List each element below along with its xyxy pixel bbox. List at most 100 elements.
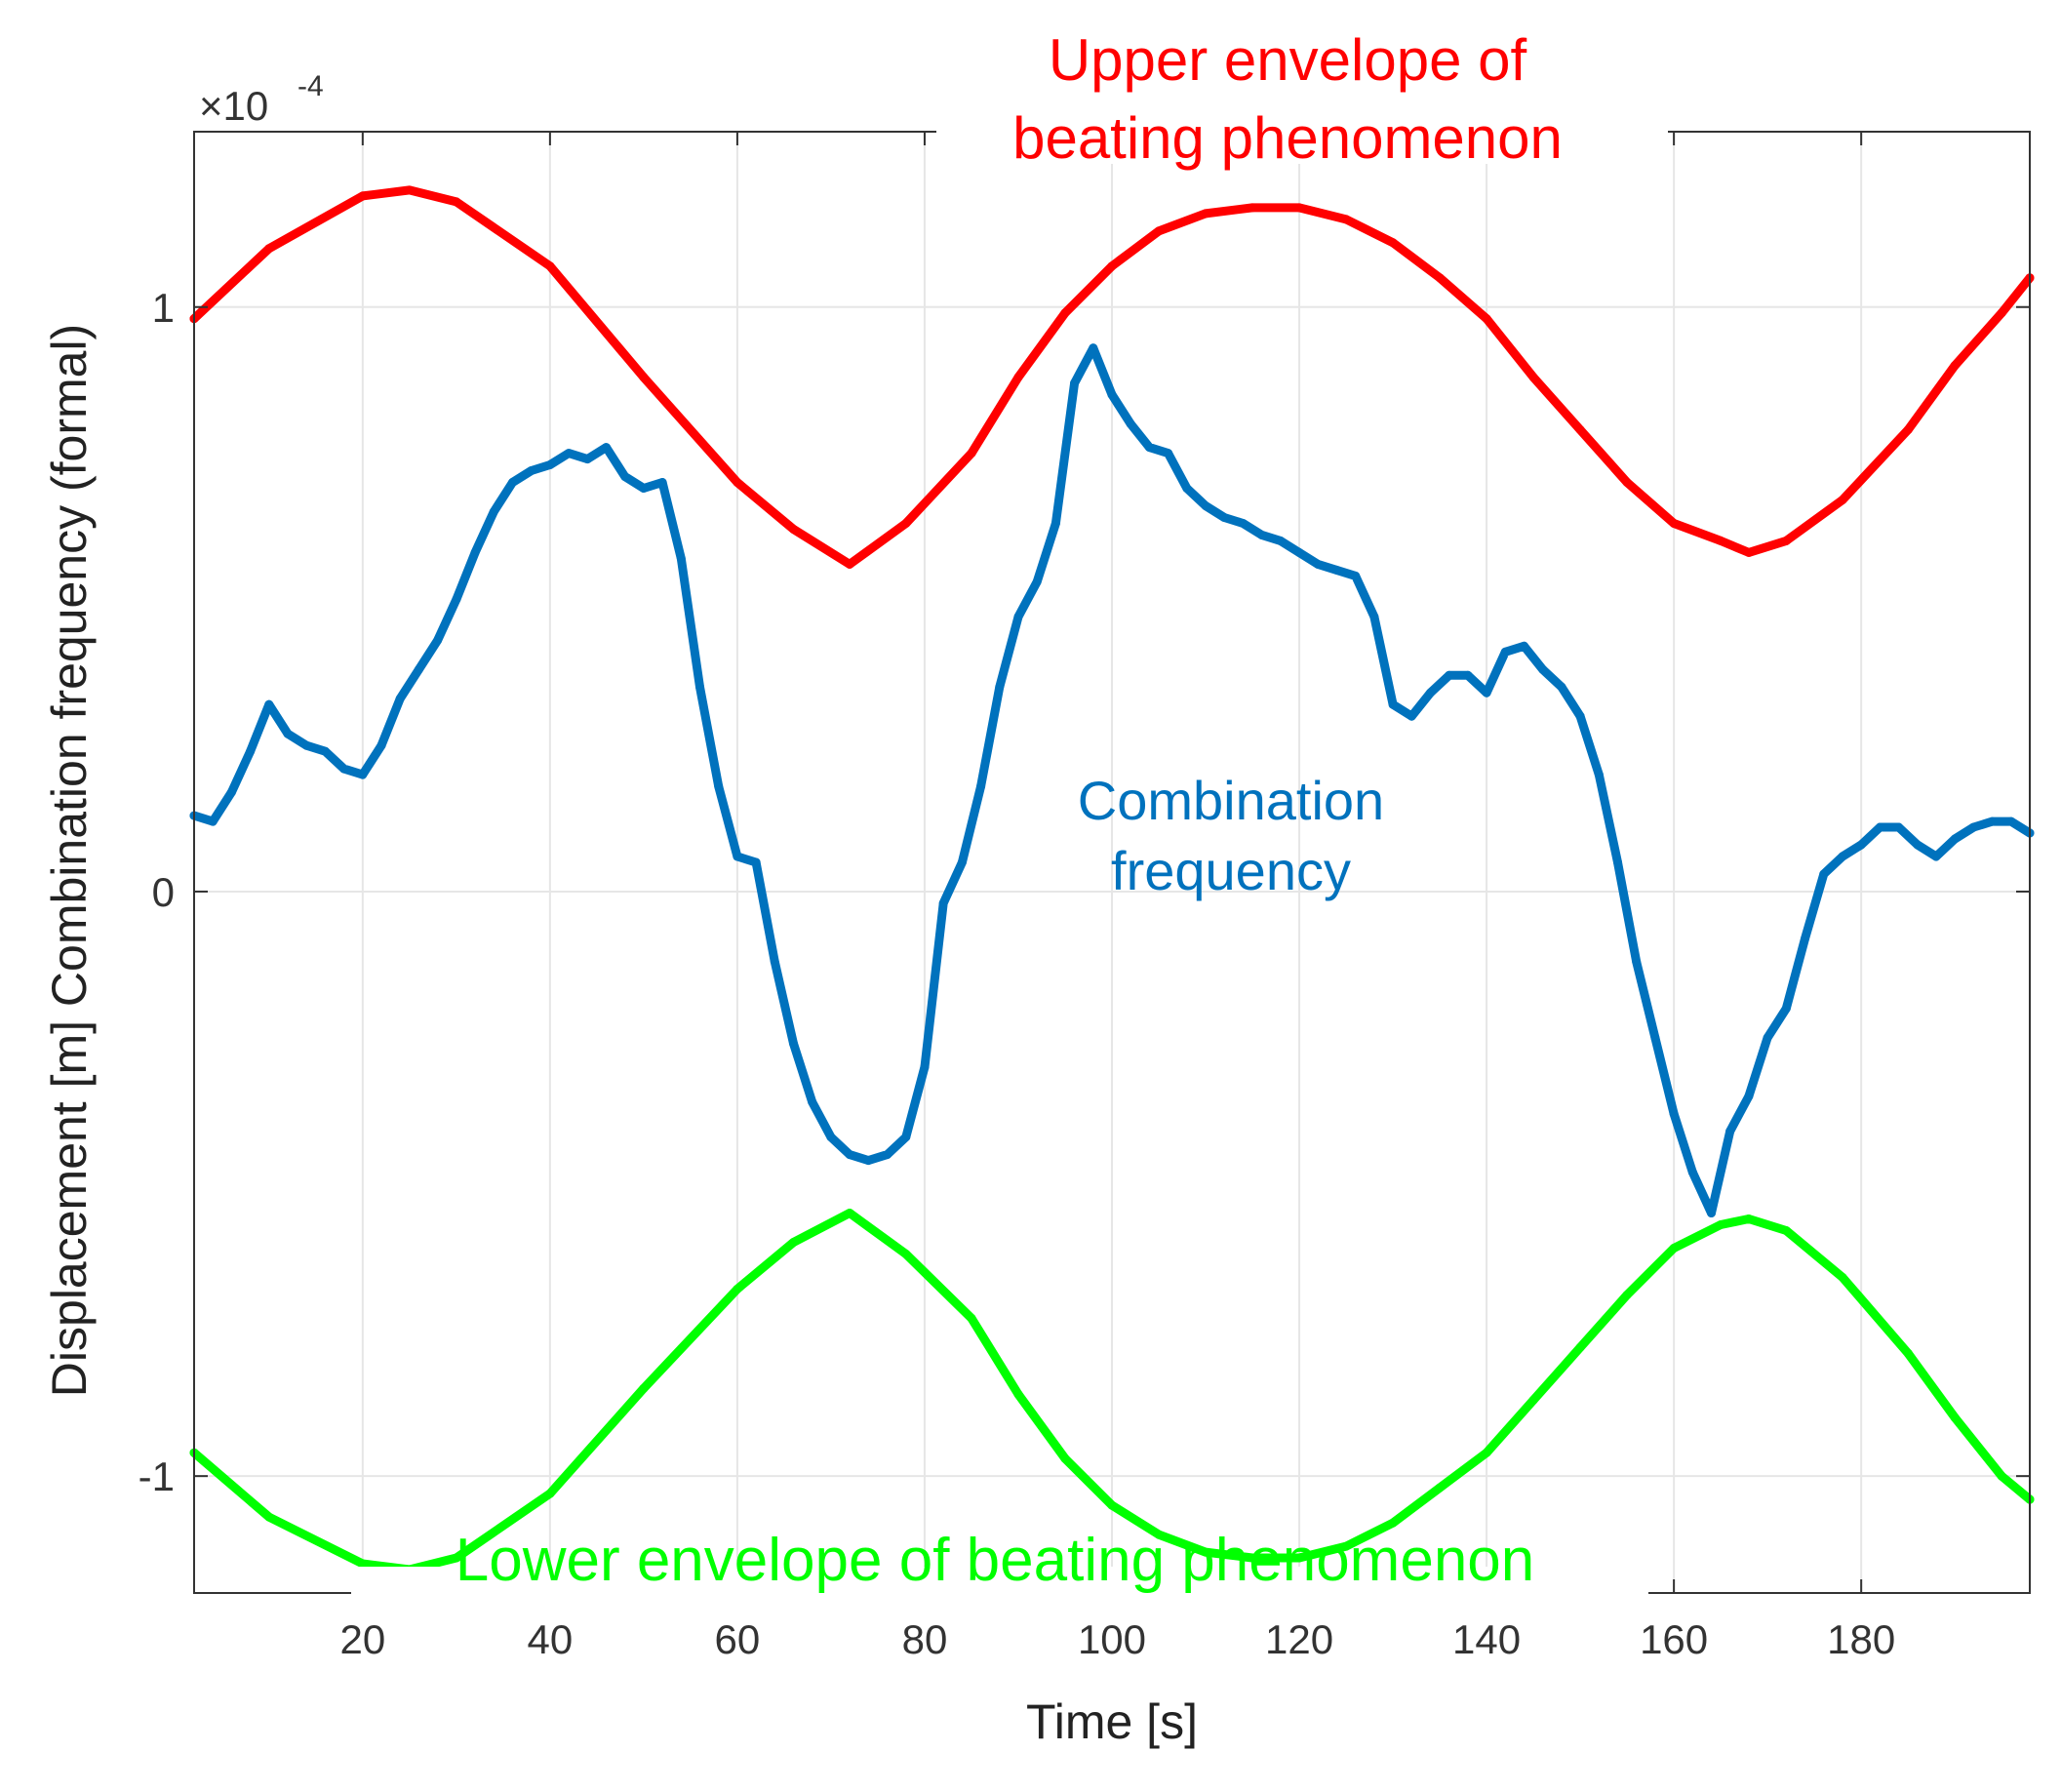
upper-envelope-point (1903, 425, 1913, 435)
combination-frequency-point (976, 781, 986, 791)
upper-envelope-point (733, 478, 742, 487)
combination-frequency-point (358, 770, 368, 779)
combination-frequency-point (470, 547, 480, 557)
lower-envelope-point (358, 1559, 368, 1569)
upper-envelope-point (264, 244, 274, 254)
annot-layer: Upper envelope of beating phenomenon Combi… (351, 27, 1668, 1608)
combination-frequency-label-line: frequency (1111, 840, 1351, 901)
upper-envelope-point (967, 449, 976, 458)
combination-frequency-point (1331, 565, 1341, 575)
upper-envelope-point (1013, 373, 1023, 382)
combination-frequency-point (395, 694, 405, 703)
combination-frequency-point (508, 478, 517, 487)
combination-frequency-point (1013, 612, 1023, 621)
combination-frequency-point (770, 957, 779, 967)
lower-envelope-point (545, 1489, 555, 1498)
upper-envelope-point (1248, 203, 1257, 213)
combination-frequency-point (564, 449, 574, 458)
combination-frequency-point (1144, 443, 1154, 453)
lower-envelope-label-line: Lower envelope of beating phenomenon (456, 1527, 1535, 1594)
combination-frequency-point (1351, 571, 1361, 580)
lower-envelope-point (1744, 1215, 1754, 1223)
lower-envelope-point (1903, 1348, 1913, 1358)
combination-frequency-point (1445, 670, 1454, 680)
combination-frequency-point (1707, 1209, 1716, 1217)
lower-envelope-point (1622, 1290, 1632, 1299)
x-tick-label: 60 (715, 1616, 761, 1662)
combination-frequency-point (639, 484, 649, 493)
lower-envelope-point (1575, 1342, 1585, 1352)
x-tick-label: 180 (1827, 1616, 1895, 1662)
combination-frequency-point (1257, 530, 1267, 539)
x-axis-label: Time [s] (1026, 1694, 1198, 1749)
combination-frequency-point (208, 816, 218, 826)
combination-frequency-point (1725, 1127, 1735, 1136)
combination-frequency-point (883, 1150, 892, 1160)
combination-frequency-point (226, 787, 236, 797)
combination-frequency-point (1856, 840, 1866, 850)
combination-frequency-point (938, 898, 948, 908)
combination-frequency-point (582, 455, 592, 464)
upper-envelope-point (639, 373, 649, 382)
lower-envelope-point (901, 1250, 911, 1258)
upper-envelope-point (1669, 519, 1679, 528)
lower-envelope-point (1669, 1244, 1679, 1253)
combination-frequency-point (1089, 343, 1098, 353)
combination-frequency-point (1557, 682, 1566, 692)
upper-envelope-point (452, 197, 461, 207)
lower-envelope-point (452, 1553, 461, 1563)
combination-frequency-point (602, 443, 611, 453)
lower-envelope-point (1838, 1272, 1847, 1282)
upper-envelope-point (1201, 209, 1210, 219)
combination-frequency-point (1201, 501, 1210, 510)
combination-frequency-point (1931, 852, 1941, 861)
combination-frequency-point (2006, 816, 2016, 826)
y-tick-label: -1 (139, 1454, 175, 1499)
combination-frequency-point (695, 682, 704, 692)
upper-envelope-point (845, 559, 854, 569)
combination-frequency-point (283, 729, 293, 738)
combination-frequency-point (920, 1062, 930, 1072)
upper-envelope-point (1838, 496, 1847, 504)
lower-envelope-point (1107, 1500, 1117, 1510)
combination-frequency-point (1913, 840, 1922, 850)
lower-envelope-point (639, 1383, 649, 1393)
combination-frequency-point (1669, 1109, 1679, 1119)
upper-envelope-label-line: beating phenomenon (1012, 105, 1563, 171)
lower-envelope-point (1435, 1483, 1445, 1493)
combination-frequency-point (1687, 1168, 1697, 1177)
combination-frequency-point (1107, 390, 1117, 400)
lower-envelope-point (733, 1284, 742, 1294)
upper-envelope-point (1575, 425, 1585, 435)
grid-layer (194, 132, 2030, 1593)
combination-frequency-point (957, 857, 967, 867)
combination-frequency-point (1520, 641, 1528, 651)
combination-frequency-point (452, 594, 461, 604)
upper-envelope-point (1060, 308, 1070, 318)
lower-envelope-point (1060, 1454, 1070, 1463)
upper-envelope-point (1294, 203, 1304, 213)
lower-envelope-point (1716, 1220, 1725, 1229)
lower-envelope-point (1201, 1547, 1210, 1557)
combination-frequency-point (863, 1156, 873, 1166)
upper-envelope-point (1341, 215, 1351, 224)
lower-envelope-point (789, 1238, 798, 1247)
lower-envelope-label-background (351, 1567, 1648, 1608)
exponent-power: -4 (297, 70, 324, 102)
combination-frequency-point (1988, 816, 1998, 826)
combination-frequency-point (1744, 1092, 1754, 1101)
combination-frequency-point (1632, 957, 1642, 967)
combination-frequency-point (845, 1150, 854, 1160)
upper-envelope-point (1622, 478, 1632, 487)
combination-frequency-point (339, 764, 349, 774)
upper-envelope-point (1107, 261, 1117, 271)
lower-envelope-point (967, 1313, 976, 1323)
combination-frequency-point (1838, 852, 1847, 861)
combination-frequency-point (377, 740, 386, 750)
lower-envelope-point (1482, 1448, 1491, 1457)
lower-envelope-point (845, 1209, 854, 1217)
upper-envelope-point (358, 191, 368, 201)
combination-frequency-point (676, 553, 686, 563)
exponent-base: ×10 (199, 83, 268, 129)
combination-frequency-point (1238, 519, 1248, 528)
